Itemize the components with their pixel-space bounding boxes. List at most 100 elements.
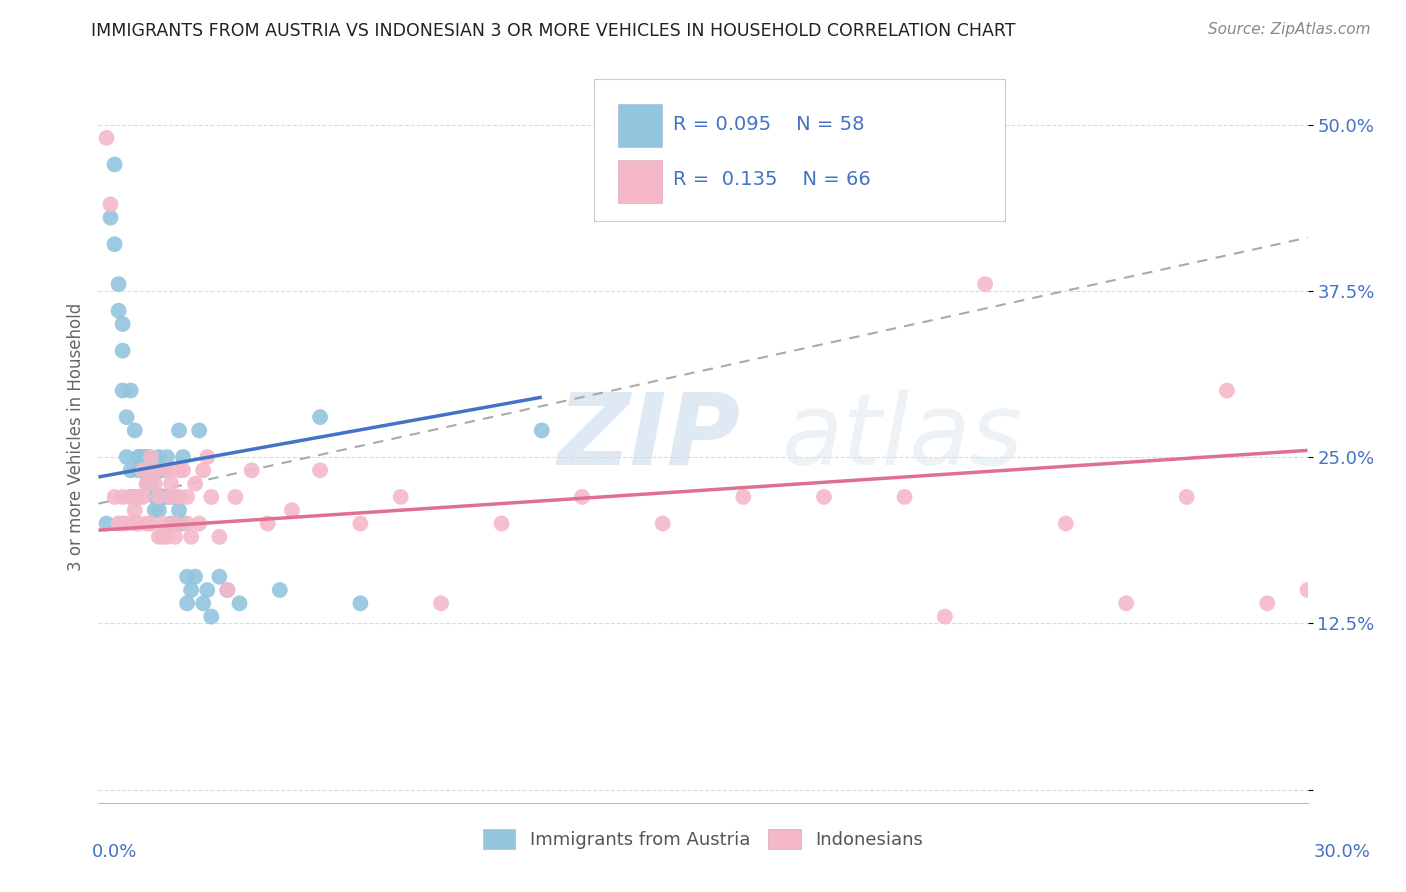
Y-axis label: 3 or more Vehicles in Household: 3 or more Vehicles in Household <box>66 303 84 571</box>
Point <box>96 131 118 145</box>
Point <box>135 476 157 491</box>
Point <box>120 490 142 504</box>
Point <box>152 516 174 531</box>
Point <box>107 303 129 318</box>
Point <box>200 490 222 504</box>
Point <box>160 476 183 491</box>
Text: IMMIGRANTS FROM AUSTRIA VS INDONESIAN 3 OR MORE VEHICLES IN HOUSEHOLD CORRELATIO: IMMIGRANTS FROM AUSTRIA VS INDONESIAN 3 … <box>91 22 1017 40</box>
Point <box>530 424 553 438</box>
Point <box>167 463 190 477</box>
Point <box>160 516 183 531</box>
Point <box>120 463 142 477</box>
Point <box>184 476 207 491</box>
Point <box>96 516 118 531</box>
Point <box>240 463 263 477</box>
Point <box>135 516 157 531</box>
Point <box>733 490 755 504</box>
Point <box>180 582 202 597</box>
Point <box>139 463 162 477</box>
Text: R = 0.095    N = 58: R = 0.095 N = 58 <box>672 114 865 134</box>
Point <box>172 516 194 531</box>
Point <box>124 490 146 504</box>
Legend: Immigrants from Austria, Indonesians: Immigrants from Austria, Indonesians <box>475 822 931 856</box>
Point <box>813 490 835 504</box>
Point <box>256 516 278 531</box>
Point <box>160 490 183 504</box>
Point <box>135 450 157 464</box>
Point <box>188 516 211 531</box>
Point <box>132 463 155 477</box>
Point <box>124 516 146 531</box>
Point <box>100 197 122 211</box>
Point <box>135 476 157 491</box>
Point <box>176 516 198 531</box>
Point <box>180 530 202 544</box>
Point <box>172 450 194 464</box>
Text: 0.0%: 0.0% <box>91 843 136 861</box>
Point <box>128 450 150 464</box>
Point <box>148 490 170 504</box>
Point <box>430 596 453 610</box>
Text: Source: ZipAtlas.com: Source: ZipAtlas.com <box>1208 22 1371 37</box>
Point <box>139 516 162 531</box>
Point <box>148 530 170 544</box>
FancyBboxPatch shape <box>619 104 662 147</box>
Point <box>195 450 218 464</box>
Point <box>152 490 174 504</box>
Point <box>974 277 997 292</box>
Point <box>107 516 129 531</box>
Point <box>208 570 231 584</box>
Point <box>139 450 162 464</box>
Point <box>176 570 198 584</box>
Point <box>172 463 194 477</box>
Point <box>128 450 150 464</box>
Point <box>115 516 138 531</box>
Point <box>217 582 239 597</box>
Text: ZIP: ZIP <box>558 389 741 485</box>
Point <box>124 503 146 517</box>
Point <box>148 503 170 517</box>
Point <box>132 463 155 477</box>
Point <box>103 157 125 171</box>
Point <box>167 503 190 517</box>
Point <box>152 530 174 544</box>
Point <box>128 516 150 531</box>
Point <box>115 450 138 464</box>
Point <box>120 490 142 504</box>
Point <box>156 530 179 544</box>
Point <box>193 596 215 610</box>
Point <box>124 424 146 438</box>
Point <box>107 277 129 292</box>
Point <box>152 463 174 477</box>
Point <box>349 596 371 610</box>
Point <box>281 503 304 517</box>
Point <box>163 490 186 504</box>
Point <box>167 424 190 438</box>
Point <box>143 463 166 477</box>
FancyBboxPatch shape <box>619 160 662 203</box>
Point <box>148 450 170 464</box>
Point <box>176 596 198 610</box>
Point <box>143 476 166 491</box>
Point <box>143 503 166 517</box>
Point <box>156 490 179 504</box>
Point <box>115 410 138 425</box>
Point <box>163 516 186 531</box>
Point <box>200 609 222 624</box>
Point <box>217 582 239 597</box>
Point <box>1216 384 1239 398</box>
Point <box>309 463 332 477</box>
Point <box>309 410 332 425</box>
Point <box>120 384 142 398</box>
Text: atlas: atlas <box>782 389 1024 485</box>
Point <box>111 490 134 504</box>
Text: 30.0%: 30.0% <box>1315 843 1371 861</box>
Point <box>934 609 956 624</box>
Point <box>188 424 211 438</box>
Point <box>143 490 166 504</box>
Point <box>135 450 157 464</box>
Point <box>111 516 134 531</box>
Point <box>195 582 218 597</box>
Point <box>1175 490 1198 504</box>
Point <box>389 490 412 504</box>
